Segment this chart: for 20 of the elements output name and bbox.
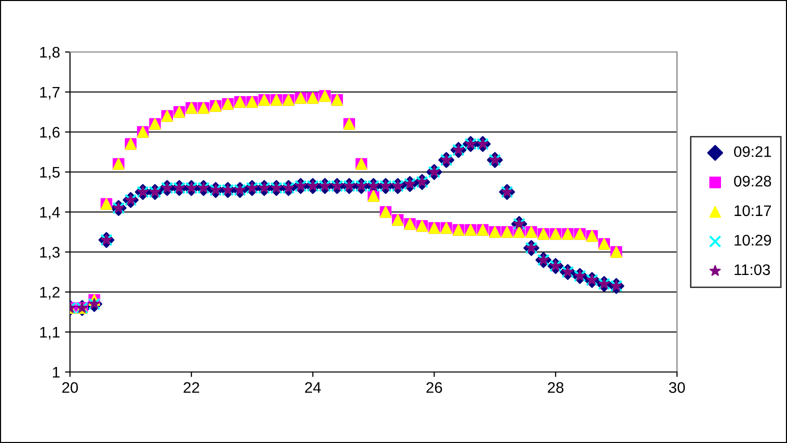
- legend-label: 09:21: [734, 146, 771, 158]
- legend-label: 11:03: [734, 264, 770, 276]
- y-tick-label: 1,2: [40, 286, 60, 300]
- y-tick-label: 1,4: [40, 207, 60, 220]
- x-tick-label: 30: [669, 382, 685, 393]
- x-tick-label: 24: [305, 382, 321, 393]
- legend-label: 10:29: [734, 234, 771, 246]
- y-tick-label: 1,3: [40, 246, 60, 260]
- y-tick-label: 1,1: [40, 327, 60, 340]
- legend-label: 09:28: [734, 176, 772, 187]
- x-tick-label: 20: [62, 382, 78, 393]
- x-tick-label: 22: [184, 382, 200, 393]
- y-tick-label: 1,6: [40, 126, 60, 140]
- legend-label: 10:17: [734, 205, 771, 216]
- y-tick-label: 1,7: [40, 87, 60, 100]
- x-tick-label: 26: [426, 382, 442, 393]
- x-tick-label: 28: [548, 382, 564, 393]
- y-tick-label: 1: [52, 367, 60, 378]
- y-tick-label: 1,5: [40, 167, 60, 180]
- y-tick-label: 1,8: [40, 46, 60, 60]
